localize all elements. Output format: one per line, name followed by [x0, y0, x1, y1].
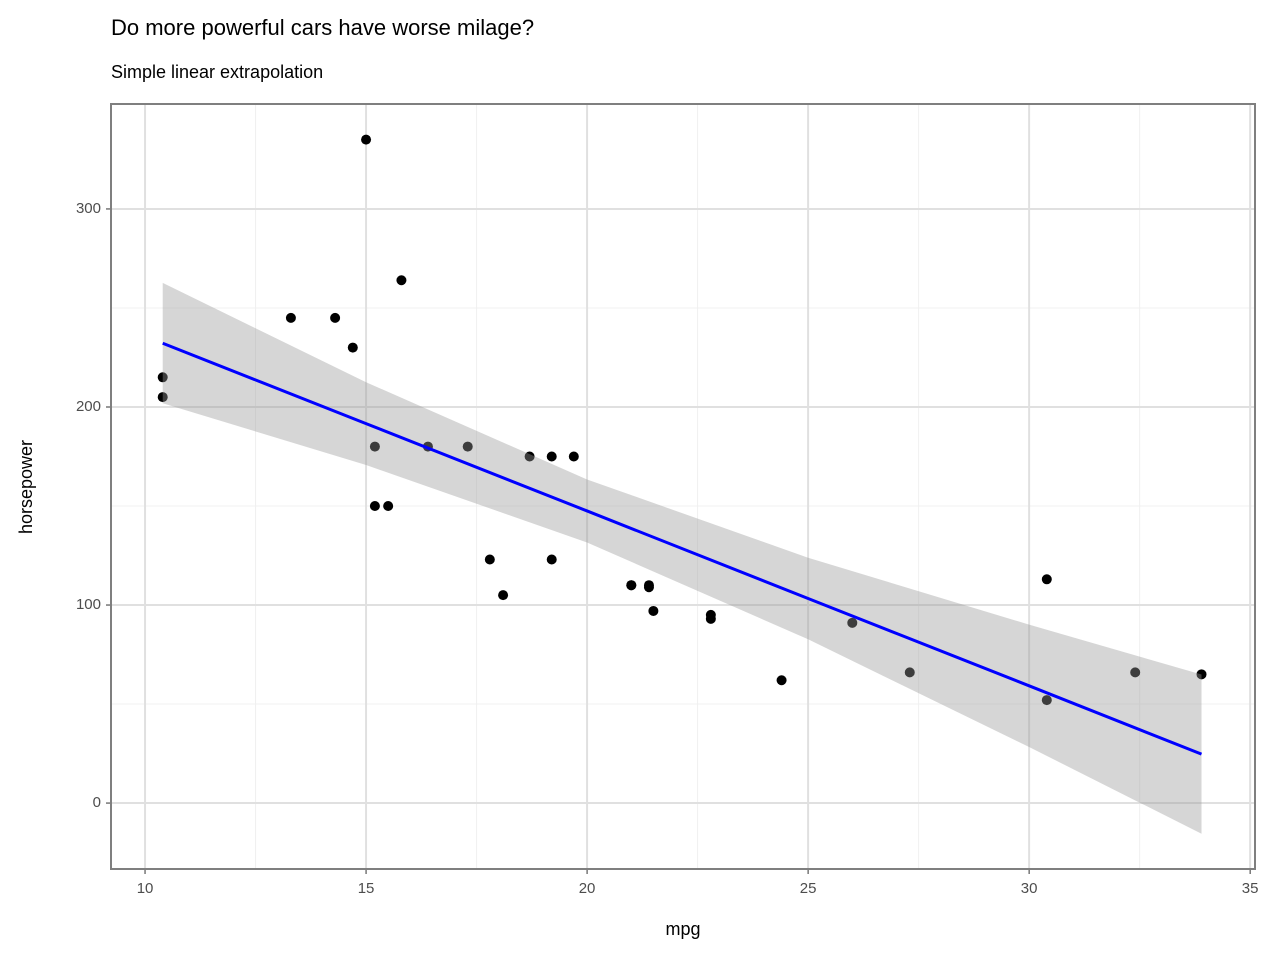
point [361, 134, 372, 145]
x-tick-label: 25 [800, 880, 817, 897]
y-tick-label: 0 [93, 794, 101, 811]
point [1196, 669, 1207, 680]
panel-border [110, 103, 1256, 870]
x-tick-label: 30 [1021, 880, 1038, 897]
y-axis-label: horsepower [16, 440, 36, 534]
y-tick-label: 300 [76, 200, 101, 217]
point [396, 275, 407, 286]
point [643, 582, 654, 593]
confidence-band [162, 282, 1202, 834]
x-tick-label: 15 [358, 880, 375, 897]
point [626, 580, 637, 591]
point [157, 392, 168, 403]
point [285, 312, 296, 323]
fit-line [162, 341, 1203, 756]
point [847, 617, 858, 628]
point [546, 554, 557, 565]
point [1041, 574, 1052, 585]
point [1130, 667, 1141, 678]
point [369, 441, 380, 452]
point [347, 342, 358, 353]
point [1041, 695, 1052, 706]
point [546, 451, 557, 462]
x-tick-label: 20 [579, 880, 596, 897]
point [369, 501, 380, 512]
point [157, 372, 168, 383]
x-tick-label: 35 [1242, 880, 1259, 897]
point [330, 312, 341, 323]
chart-title: Do more powerful cars have worse milage? [111, 15, 534, 40]
point [484, 554, 495, 565]
x-axis-label: mpg [665, 919, 700, 939]
point [705, 609, 716, 620]
point [776, 675, 787, 686]
x-tick-label: 10 [137, 880, 154, 897]
y-tick-label: 100 [76, 596, 101, 613]
point [383, 501, 394, 512]
point [568, 451, 579, 462]
y-tick-label: 200 [76, 398, 101, 415]
point [462, 441, 473, 452]
point [648, 605, 659, 616]
point [498, 590, 509, 601]
point [904, 667, 915, 678]
point [524, 451, 535, 462]
chart-subtitle: Simple linear extrapolation [111, 62, 323, 82]
